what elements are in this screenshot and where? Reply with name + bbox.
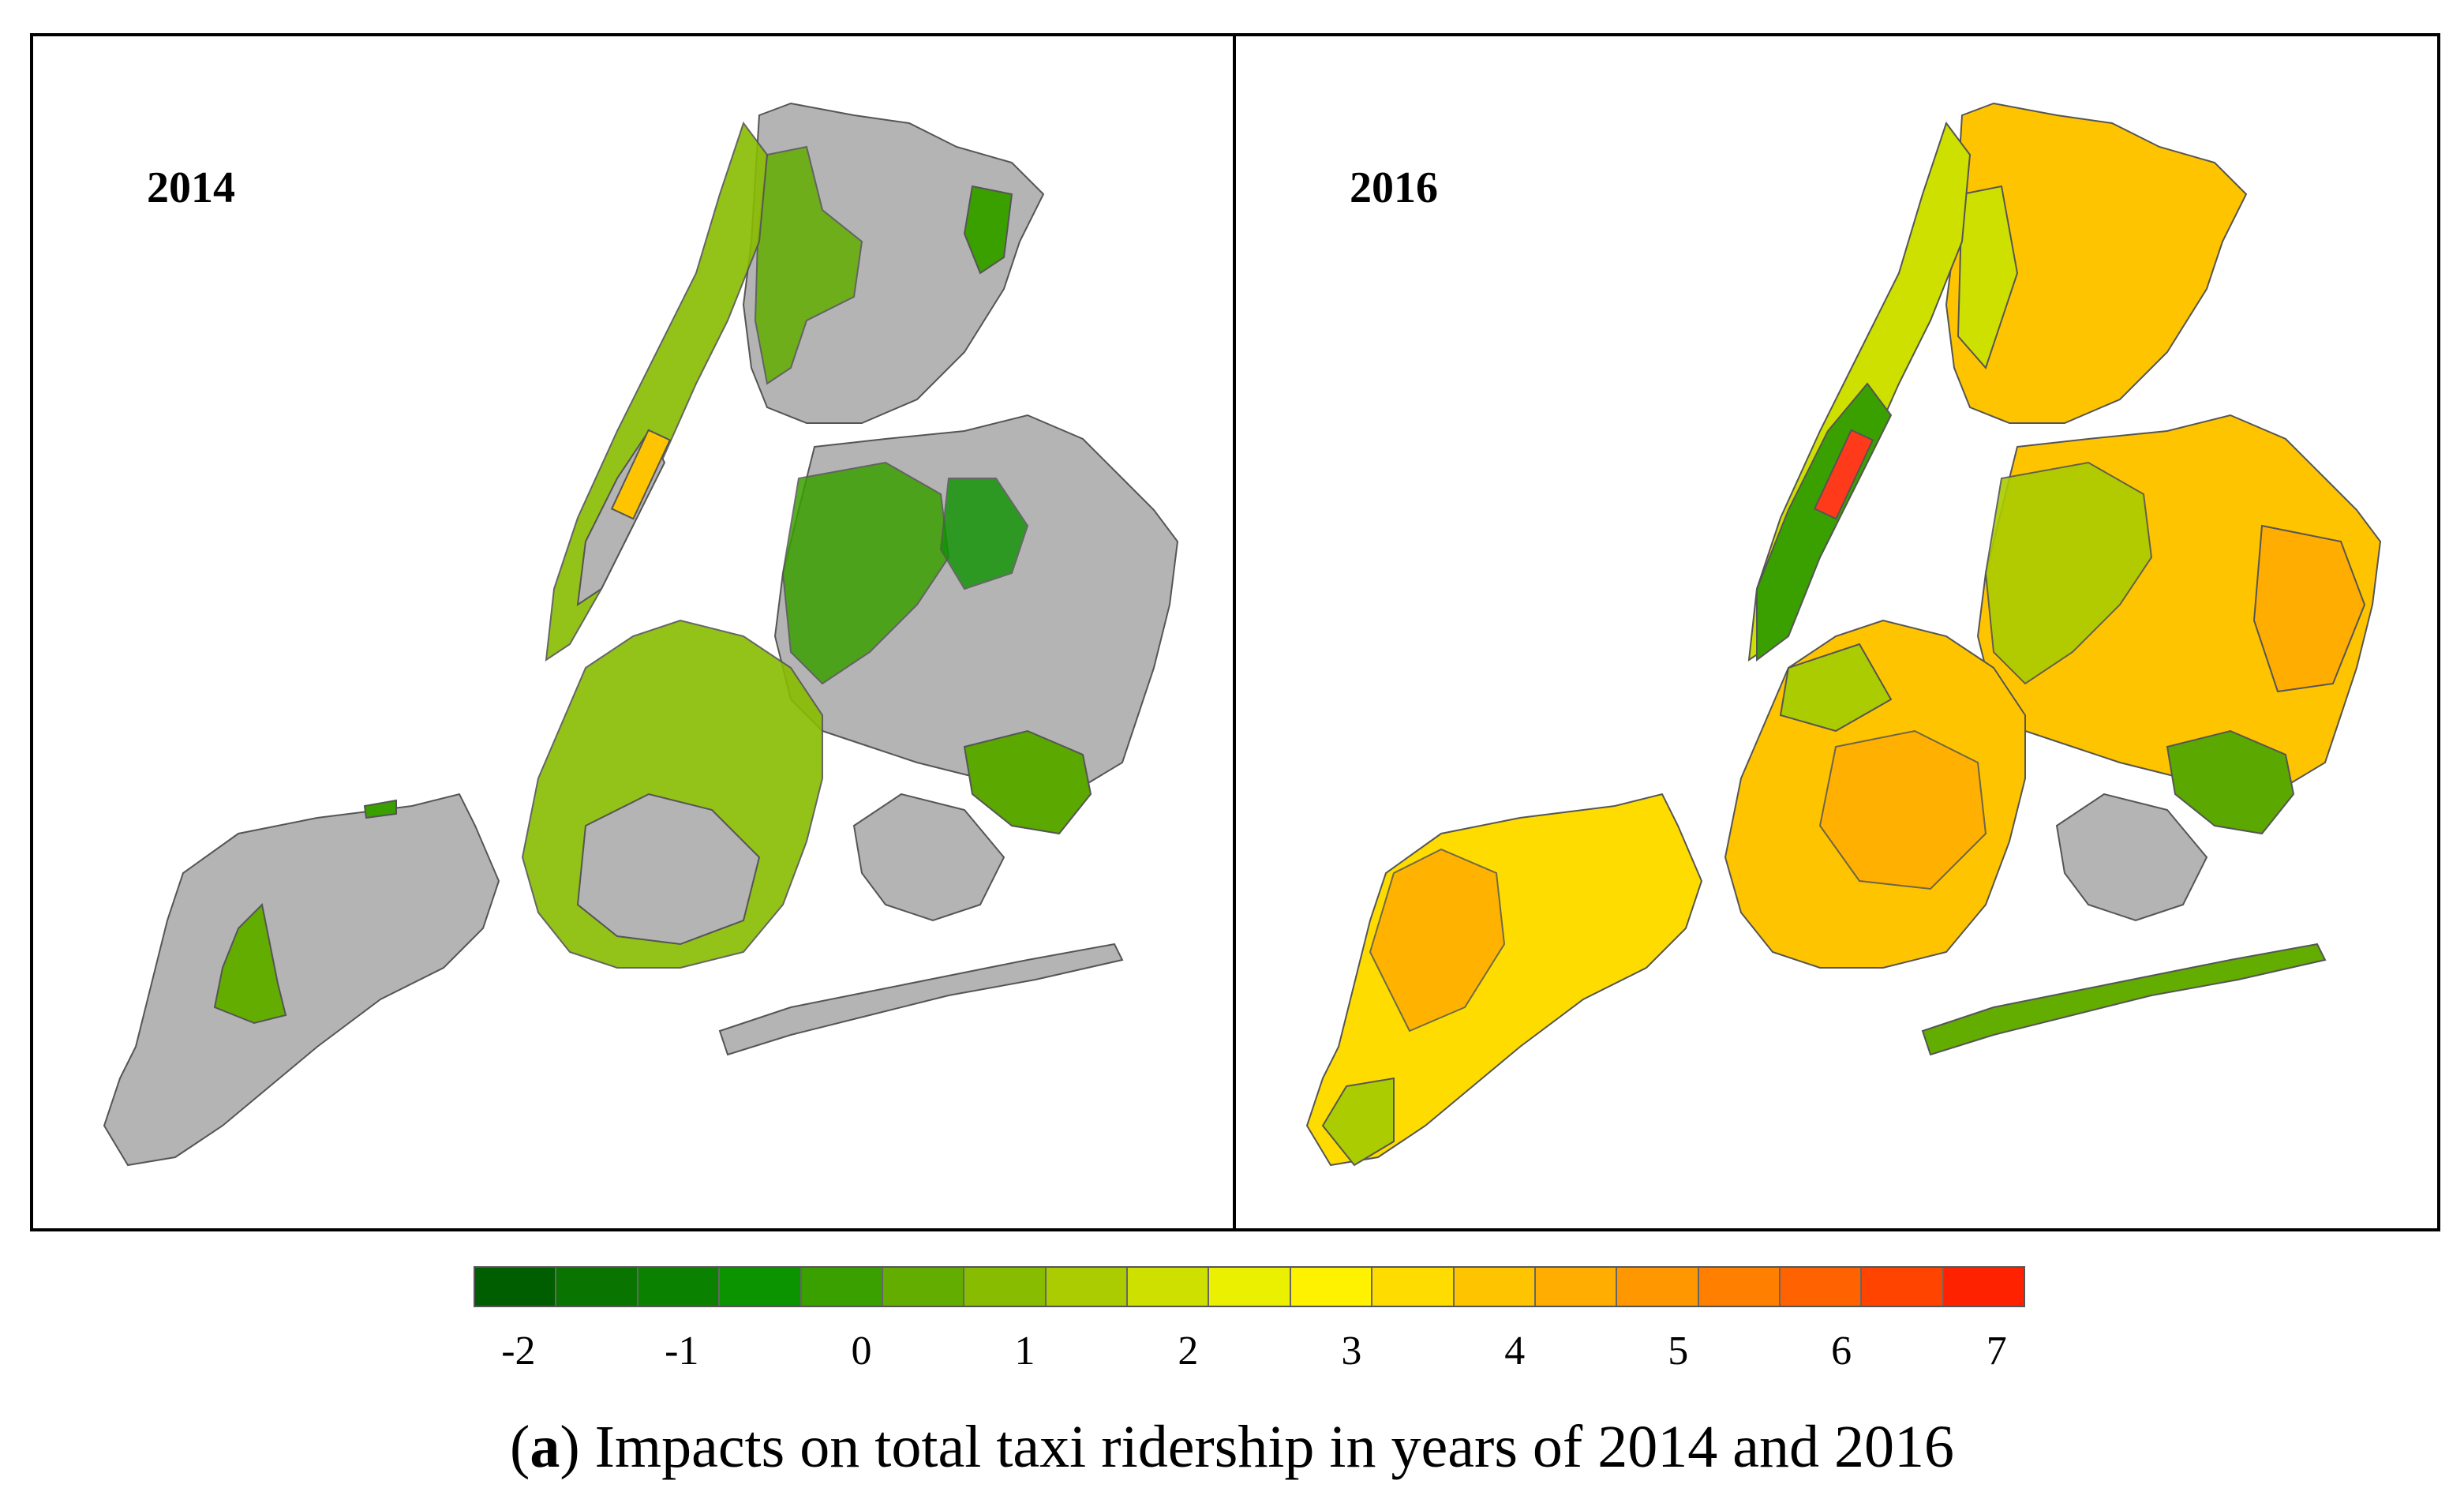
caption-label: a bbox=[530, 1414, 560, 1480]
jfk-2016 bbox=[2166, 729, 2295, 835]
nyc-map-2016 bbox=[1305, 102, 2382, 1167]
jamaica-bay-islands-2014 bbox=[852, 793, 1005, 922]
legend-swatch bbox=[1535, 1268, 1618, 1306]
legend-swatch bbox=[475, 1268, 557, 1306]
legend-tick-label: 0 bbox=[851, 1329, 872, 1374]
legend-swatch bbox=[638, 1268, 721, 1306]
staten-island-green-north-2014 bbox=[363, 799, 397, 819]
queens-green-east-2014 bbox=[939, 478, 1029, 590]
legend-swatch bbox=[720, 1268, 802, 1306]
legend-swatch bbox=[1943, 1268, 2024, 1306]
staten-island-2014 bbox=[103, 793, 500, 1167]
rockaway-2014 bbox=[718, 943, 1124, 1056]
map-panel-2014: 2014 bbox=[30, 33, 1238, 1231]
legend-swatch bbox=[556, 1268, 638, 1306]
legend-swatch bbox=[1862, 1268, 1944, 1306]
legend-swatch bbox=[1454, 1268, 1536, 1306]
legend-swatch bbox=[1290, 1268, 1373, 1306]
staten-island-lime-2016 bbox=[1321, 1077, 1395, 1167]
nyc-map-2014 bbox=[103, 102, 1179, 1167]
legend-tick-label: 1 bbox=[1014, 1329, 1035, 1374]
queens-green-west-2014 bbox=[781, 461, 950, 685]
map-panel-2016: 2016 bbox=[1233, 33, 2440, 1231]
legend-swatch bbox=[964, 1268, 1047, 1306]
legend-tick-label: 5 bbox=[1668, 1329, 1689, 1374]
jfk-2014 bbox=[963, 729, 1092, 835]
rockaway-2016 bbox=[1921, 943, 2327, 1056]
panel-year-label: 2016 bbox=[1350, 163, 1438, 212]
legend-swatch bbox=[801, 1268, 883, 1306]
legend-swatch bbox=[1698, 1268, 1781, 1306]
bronx-2016 bbox=[1945, 102, 2248, 424]
legend-tick-label: -1 bbox=[665, 1329, 699, 1374]
legend-swatch bbox=[1372, 1268, 1455, 1306]
staten-island-orange-2016 bbox=[1369, 848, 1506, 1033]
legend-swatch bbox=[1128, 1268, 1210, 1306]
legend-tick-label: 6 bbox=[1831, 1329, 1852, 1374]
bronx-green-2014 bbox=[754, 145, 863, 385]
legend-swatch bbox=[1781, 1268, 1863, 1306]
queens-lime-2016 bbox=[1984, 461, 2153, 685]
brooklyn-lime-2016 bbox=[1779, 643, 1893, 733]
queens-orange-2016 bbox=[2252, 524, 2366, 693]
legend-swatch bbox=[1209, 1268, 1291, 1306]
legend-tick-label: -2 bbox=[501, 1329, 536, 1374]
central-park-2016 bbox=[1813, 429, 1874, 520]
legend-swatch bbox=[1046, 1268, 1128, 1306]
central-park-2014 bbox=[610, 429, 672, 520]
legend-tick-label: 3 bbox=[1341, 1329, 1362, 1374]
panel-year-label: 2014 bbox=[147, 163, 235, 212]
bronx-green-east-2014 bbox=[963, 185, 1013, 275]
bronx-lime-2016 bbox=[1957, 185, 2019, 369]
legend-tick-label: 2 bbox=[1178, 1329, 1199, 1374]
manhattan-2014 bbox=[545, 121, 769, 662]
bronx-2014 bbox=[742, 102, 1045, 424]
legend-tick-label: 7 bbox=[1986, 1329, 2007, 1374]
brooklyn-grey-2014 bbox=[576, 793, 761, 946]
jamaica-bay-islands-2016 bbox=[2055, 793, 2208, 922]
brooklyn-orange-2016 bbox=[1818, 729, 1987, 890]
legend-tick-labels: -2 -1 0 1 2 3 4 5 6 7 bbox=[0, 1328, 2464, 1383]
color-scale-legend bbox=[474, 1266, 2025, 1307]
legend-swatch bbox=[882, 1268, 965, 1306]
legend-swatch bbox=[1617, 1268, 1699, 1306]
legend-tick-label: 4 bbox=[1504, 1329, 1526, 1374]
caption-text: Impacts on total taxi ridership in years… bbox=[579, 1414, 1954, 1480]
figure-caption: (a) Impacts on total taxi ridership in y… bbox=[510, 1414, 1954, 1480]
staten-island-green-2014 bbox=[213, 902, 287, 1025]
